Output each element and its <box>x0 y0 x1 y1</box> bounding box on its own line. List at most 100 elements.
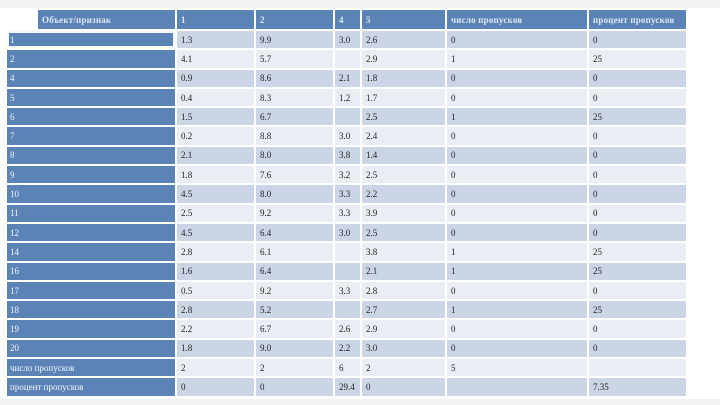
row-label-cell: 12 <box>7 223 175 242</box>
canvas-top-margin <box>0 0 720 8</box>
value-cell: 9.0 <box>256 339 333 358</box>
value-cell: 8.3 <box>256 88 333 107</box>
row-label-cell: процент пропусков <box>7 378 175 396</box>
value-cell: 0 <box>447 223 587 242</box>
value-cell: 0 <box>589 166 686 184</box>
value-cell: 2.2 <box>335 339 360 358</box>
value-cell: 1 <box>447 243 587 261</box>
header-cell: 2 <box>256 10 333 29</box>
value-cell: 1.8 <box>177 339 254 358</box>
header-cell: 1 <box>177 10 254 29</box>
value-cell: 3.3 <box>335 204 360 222</box>
value-cell: 3.2 <box>335 166 360 184</box>
value-cell: 0 <box>589 281 686 300</box>
row-label-cell: 2 <box>7 50 175 68</box>
row-label-cell: 4 <box>7 69 175 87</box>
value-cell: 2.9 <box>362 320 445 338</box>
row-label-cell: 5 <box>7 88 175 107</box>
value-cell: 0 <box>589 185 686 203</box>
value-cell: 4.5 <box>177 185 254 203</box>
value-cell: 2.8 <box>177 243 254 261</box>
row-label-cell: число пропусков <box>7 359 175 377</box>
header-cell: процент пропусков <box>589 10 686 29</box>
value-cell: 1.8 <box>362 69 445 87</box>
value-cell: 3.0 <box>335 223 360 242</box>
value-cell: 2.1 <box>362 262 445 280</box>
row-label-cell: 1 <box>7 31 175 49</box>
value-cell: 0 <box>589 320 686 338</box>
value-cell: 0 <box>589 339 686 358</box>
value-cell: 2 <box>177 359 254 377</box>
value-cell: 1 <box>447 262 587 280</box>
value-cell <box>335 50 360 68</box>
value-cell: 0 <box>447 69 587 87</box>
value-cell <box>335 243 360 261</box>
value-cell: 4.5 <box>177 223 254 242</box>
value-cell: 25 <box>589 243 686 261</box>
value-cell: 5.2 <box>256 301 333 319</box>
value-cell <box>335 108 360 126</box>
value-cell: 2.8 <box>177 301 254 319</box>
value-cell: 9.2 <box>256 204 333 222</box>
row-label-cell: 20 <box>7 339 175 358</box>
value-cell: 0 <box>447 281 587 300</box>
value-cell: 2.9 <box>362 50 445 68</box>
value-cell: 29.4 <box>335 378 360 396</box>
value-cell: 0 <box>447 320 587 338</box>
value-cell: 0 <box>589 127 686 145</box>
value-cell: 7.6 <box>256 166 333 184</box>
value-cell: 0 <box>447 146 587 165</box>
value-cell: 2.5 <box>362 223 445 242</box>
value-cell: 0 <box>589 69 686 87</box>
value-cell: 1 <box>447 108 587 126</box>
value-cell: 2 <box>256 359 333 377</box>
header-cell: число пропусков <box>447 10 587 29</box>
header-cell-object-feature-label: Объект/признак <box>38 10 175 29</box>
value-cell: 8.6 <box>256 69 333 87</box>
value-cell: 3.0 <box>335 127 360 145</box>
value-cell: 4.1 <box>177 50 254 68</box>
value-cell: 2.2 <box>177 320 254 338</box>
canvas-bottom-margin <box>0 399 720 405</box>
row-label-cell: 9 <box>7 166 175 184</box>
row-label-cell: 16 <box>7 262 175 280</box>
value-cell: 0 <box>447 204 587 222</box>
value-cell: 1.7 <box>362 88 445 107</box>
value-cell: 0 <box>589 146 686 165</box>
value-cell: 6 <box>335 359 360 377</box>
row-label-cell: 6 <box>7 108 175 126</box>
value-cell: 2.5 <box>177 204 254 222</box>
value-cell: 0 <box>362 378 445 396</box>
value-cell: 9.9 <box>256 31 333 49</box>
value-cell: 8.8 <box>256 127 333 145</box>
value-cell: 5.7 <box>256 50 333 68</box>
value-cell: 3.9 <box>362 204 445 222</box>
value-cell: 25 <box>589 108 686 126</box>
header-cell: 5 <box>362 10 445 29</box>
value-cell: 5 <box>447 359 587 377</box>
value-cell: 0.5 <box>177 281 254 300</box>
value-cell: 3.3 <box>335 281 360 300</box>
value-cell: 1 <box>447 50 587 68</box>
value-cell: 3.0 <box>335 31 360 49</box>
value-cell: 1.2 <box>335 88 360 107</box>
value-cell: 2.5 <box>362 108 445 126</box>
value-cell: 9.2 <box>256 281 333 300</box>
value-cell: 0.9 <box>177 69 254 87</box>
value-cell: 0 <box>447 88 587 107</box>
value-cell: 2.1 <box>177 146 254 165</box>
value-cell: 2.8 <box>362 281 445 300</box>
value-cell: 8.0 <box>256 185 333 203</box>
value-cell: 1.3 <box>177 31 254 49</box>
value-cell: 2.6 <box>335 320 360 338</box>
value-cell: 1.8 <box>177 166 254 184</box>
row-label-cell: 8 <box>7 146 175 165</box>
value-cell: 0 <box>447 339 587 358</box>
header-cell-object-feature: Объект/признак <box>7 10 175 29</box>
value-cell: 3.0 <box>362 339 445 358</box>
value-cell: 0 <box>177 378 254 396</box>
value-cell: 2.1 <box>335 69 360 87</box>
value-cell: 7.35 <box>589 378 686 396</box>
value-cell: 0 <box>447 185 587 203</box>
value-cell: 3.3 <box>335 185 360 203</box>
